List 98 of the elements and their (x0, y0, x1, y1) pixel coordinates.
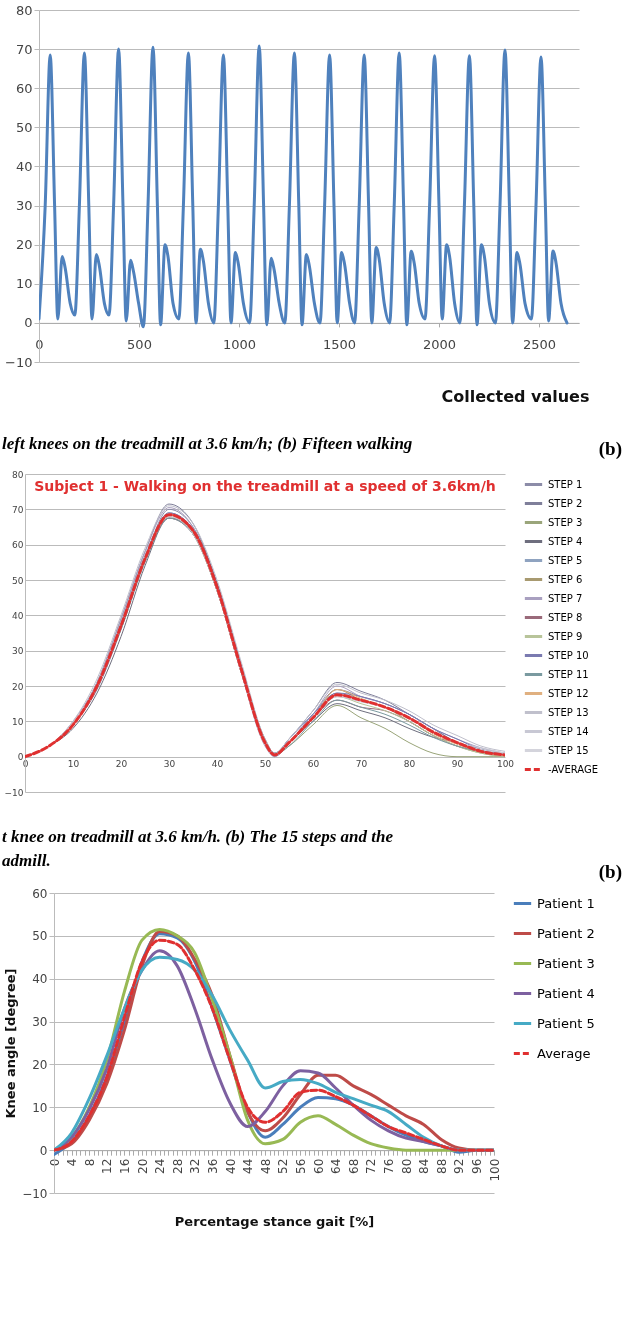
y-tick-label: 40 (32, 972, 48, 987)
x-tick-label: 4 (65, 1158, 80, 1167)
y-tick-label: 50 (12, 575, 24, 586)
x-tick-label: 76 (381, 1158, 396, 1174)
x-tick-label: 20 (135, 1158, 150, 1174)
x-tick-label: 92 (452, 1158, 467, 1174)
x-tick-label: 44 (241, 1158, 256, 1174)
x-tick-label: 72 (364, 1158, 379, 1174)
legend-label: STEP 8 (548, 611, 583, 623)
x-tick-label: 70 (355, 759, 368, 770)
legend-label: STEP 5 (548, 554, 583, 566)
x-tick-label: 52 (276, 1158, 291, 1174)
text: (b) (598, 438, 622, 460)
y-tick-label: 40 (15, 158, 33, 174)
x-tick-label: 50 (259, 759, 272, 770)
x-tick-label: 68 (346, 1158, 361, 1174)
x-tick-label: 80 (403, 759, 416, 770)
y-tick-label: 40 (12, 610, 24, 621)
y-tick-label: 30 (15, 198, 33, 214)
legend-label: STEP 10 (548, 649, 589, 661)
y-tick-label: 60 (15, 80, 33, 96)
text: t knee on treadmill at 3.6 km/h. (b) The 15 steps and the (1, 826, 394, 848)
x-tick-label: 84 (417, 1158, 432, 1174)
x-tick-label: 20 (115, 759, 128, 770)
x-tick-label: 1000 (222, 337, 257, 353)
y-tick-label: 20 (32, 1057, 48, 1072)
text: admill. (2, 851, 51, 870)
x-tick-label: 28 (170, 1158, 185, 1174)
legend-label: STEP 1 (548, 478, 583, 490)
y-tick-label: 10 (12, 716, 24, 727)
legend-label: Patient 4 (537, 985, 595, 1001)
x-tick-label: 500 (127, 337, 152, 353)
x-tick-label: 2000 (422, 337, 457, 353)
legend-label: STEP 4 (548, 535, 583, 547)
legend-label: STEP 12 (548, 687, 589, 699)
x-tick-label: 60 (307, 759, 320, 770)
legend-label: STEP 2 (548, 497, 583, 509)
legend-label: STEP 6 (548, 573, 583, 585)
y-tick-label: −10 (4, 787, 24, 798)
x-tick-label: 100 (487, 1158, 502, 1182)
legend-label: -AVERAGE (548, 763, 599, 775)
text: (b) (598, 861, 622, 883)
y-tick-label: 50 (15, 119, 33, 135)
x-tick-label: 10 (67, 759, 80, 770)
y-tick-label: −10 (22, 1186, 48, 1201)
x-tick-label: 16 (117, 1158, 132, 1174)
x-tick-label: 96 (469, 1158, 484, 1174)
x-tick-label: 24 (153, 1158, 168, 1174)
x-tick-label: 64 (329, 1158, 344, 1174)
x-axis-title: Percentage stance gait [%] (174, 1213, 375, 1229)
y-tick-label: −10 (5, 354, 33, 370)
y-tick-label: 80 (12, 469, 24, 480)
legend-label: STEP 15 (548, 744, 589, 756)
x-tick-label: 36 (205, 1158, 220, 1174)
legend-label: Patient 5 (537, 1015, 595, 1031)
x-tick-label: 56 (293, 1158, 308, 1174)
x-tick-label: 60 (311, 1158, 326, 1174)
legend-label: Patient 2 (537, 925, 595, 941)
x-tick-label: 8 (82, 1158, 97, 1167)
x-tick-label: 80 (399, 1158, 414, 1174)
x-tick-label: 2500 (522, 337, 557, 353)
legend-label: STEP 9 (548, 630, 583, 642)
legend-label: STEP 13 (548, 706, 589, 718)
legend-label: STEP 11 (548, 668, 589, 680)
y-tick-label: 60 (12, 540, 24, 551)
chart-title: Subject 1 - Walking on the treadmill at a speed of 3.6km/h (34, 478, 496, 494)
x-tick-label: 1500 (322, 337, 357, 353)
y-tick-label: 60 (32, 886, 48, 901)
x-tick-label: 100 (496, 759, 515, 770)
x-axis-title: Collected values (441, 386, 590, 406)
y-tick-label: 70 (15, 41, 33, 57)
legend-label: STEP 3 (548, 516, 583, 528)
x-tick-label: 88 (434, 1158, 449, 1174)
y-tick-label: 0 (24, 315, 33, 331)
x-tick-label: 30 (163, 759, 176, 770)
y-tick-label: 20 (15, 237, 33, 253)
legend-label: STEP 14 (548, 725, 589, 737)
legend-label: STEP 7 (548, 592, 583, 604)
y-tick-label: 20 (12, 681, 24, 692)
x-tick-label: 40 (223, 1158, 238, 1174)
text: left knees on the treadmill at 3.6 km/h; (b) Fifteen walking (2, 434, 413, 453)
y-axis-title: Knee angle [degree] (3, 968, 19, 1119)
y-tick-label: 10 (15, 276, 33, 292)
y-tick-label: 70 (12, 504, 24, 515)
y-tick-label: 50 (32, 929, 48, 944)
legend-label: Patient 3 (537, 955, 595, 971)
x-tick-label: 48 (258, 1158, 273, 1174)
x-tick-label: 40 (211, 759, 224, 770)
legend-label: Patient 1 (537, 895, 595, 911)
x-tick-label: 90 (451, 759, 464, 770)
y-tick-label: 10 (32, 1100, 48, 1115)
y-tick-label: 30 (12, 646, 24, 657)
x-tick-label: 12 (100, 1158, 115, 1174)
y-tick-label: 30 (32, 1015, 48, 1030)
legend-label: Average (537, 1045, 591, 1061)
x-tick-label: 32 (188, 1158, 203, 1174)
y-tick-label: 80 (15, 2, 33, 18)
y-tick-label: 0 (17, 752, 24, 763)
